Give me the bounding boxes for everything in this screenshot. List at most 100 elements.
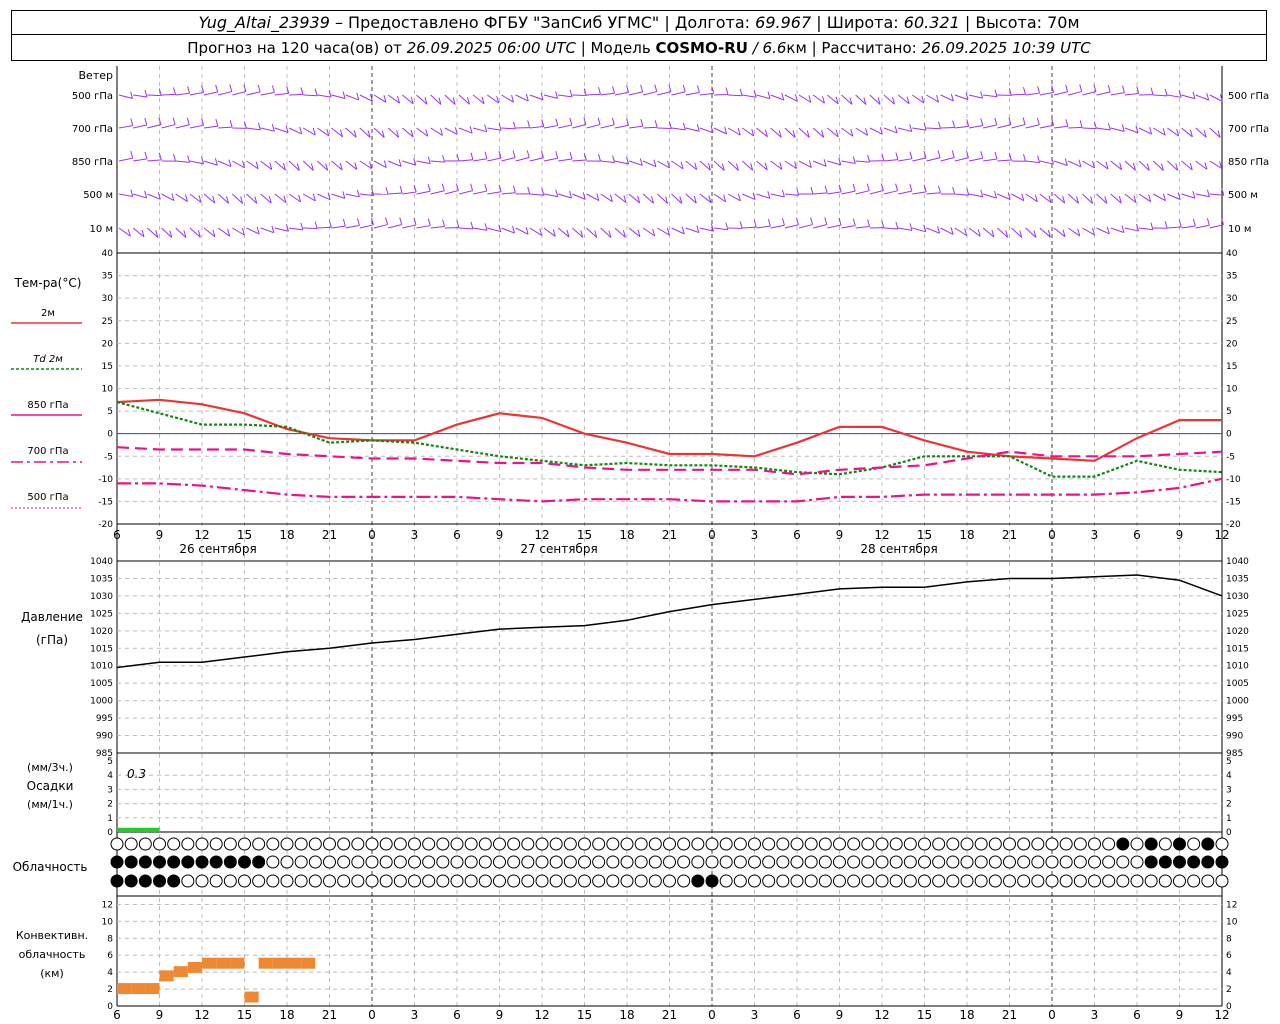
wind-barb <box>741 160 754 171</box>
cloud-cover-circle <box>323 874 336 888</box>
hour-tick-label: 6 <box>453 1008 461 1022</box>
wind-barb-flag <box>1091 160 1095 169</box>
wind-barb <box>628 227 641 238</box>
wind-barb-flag <box>201 118 205 126</box>
cloud-cover-circle <box>847 837 861 851</box>
wind-barb-flag <box>838 217 842 226</box>
cloud-cover-circle <box>733 855 747 869</box>
cloud-cover-circle <box>705 874 719 888</box>
cloud-cover-circle <box>1201 837 1215 851</box>
wind-barb <box>628 125 643 129</box>
y-tick-label: 5 <box>107 757 113 767</box>
wind-barb-flag <box>427 156 431 164</box>
wind-barb-flag <box>821 130 825 138</box>
wind-barb-flag <box>1008 117 1012 125</box>
cloud-cover-circle <box>294 874 308 888</box>
wind-barb-flag <box>186 117 190 125</box>
hour-tick-label: 12 <box>534 528 549 542</box>
wind-barb <box>1167 94 1182 98</box>
wind-barb-flag <box>1051 85 1055 93</box>
wind-barb <box>1209 94 1223 102</box>
hour-tick-label: 6 <box>1133 1008 1141 1022</box>
legend-td-label: Td 2м <box>33 354 63 365</box>
cloud-cover-circle <box>365 837 379 851</box>
hour-tick-label: 18 <box>959 528 974 542</box>
wind-barb-flag <box>240 196 244 204</box>
wind-barb-flag <box>909 223 913 231</box>
hour-tick-label: 9 <box>1176 1008 1184 1022</box>
conv-bar <box>187 961 202 973</box>
wind-barb-flag <box>1062 195 1066 204</box>
wind-barb-flag <box>626 156 629 165</box>
wind-barb-flag <box>285 224 289 232</box>
wind-barb <box>416 160 431 165</box>
wind-barb-flag <box>965 92 969 100</box>
wind-barb-flag <box>187 86 191 94</box>
wind-barb-flag <box>1175 163 1179 171</box>
date-label-28: 28 сентября <box>860 542 937 556</box>
wind-barb-flag <box>751 128 755 137</box>
wind-barb-flag <box>454 127 458 135</box>
wind-barb <box>203 160 218 166</box>
hour-tick-label: 15 <box>917 528 932 542</box>
wind-barb-flag <box>1206 189 1210 197</box>
wind-barb-flag <box>326 128 330 137</box>
cloud-cover-circle <box>748 874 761 888</box>
cloud-cover-circle <box>762 874 776 888</box>
wind-barb <box>1181 160 1193 171</box>
wind-barb-flag <box>626 118 630 126</box>
wind-barb-flag <box>1065 119 1069 127</box>
wind-barb <box>1195 127 1207 138</box>
wind-barb-flag <box>1206 218 1210 226</box>
y-tick-label: 1010 <box>90 662 113 672</box>
y-tick-label: 10 <box>102 917 114 927</box>
wind-barb-flag <box>1121 124 1125 132</box>
wind-barb <box>685 127 700 132</box>
cloud-cover-circle <box>648 855 662 869</box>
wind-barb-flag <box>455 183 459 191</box>
wind-barb-flag <box>1203 130 1207 138</box>
wind-barb-flag <box>438 97 442 105</box>
conv-bar <box>159 970 174 982</box>
wind-level-500hpa: 500 гПа <box>72 91 113 102</box>
wind-barb-flag <box>710 224 714 232</box>
wind-barb <box>883 159 898 162</box>
wind-barb <box>189 227 201 238</box>
wind-barb <box>302 160 314 171</box>
wind-barb <box>487 94 500 104</box>
wind-barb-flag <box>881 220 885 228</box>
wind-barb-flag <box>469 125 473 134</box>
wind-barb <box>1209 224 1224 229</box>
wind-barb-flag <box>608 230 612 238</box>
cloud-cover-circle <box>521 855 535 869</box>
cloud-cover-circle <box>549 837 563 851</box>
wind-barb <box>572 193 586 200</box>
cloud-cover-circle <box>1116 855 1130 869</box>
wind-barb <box>232 91 247 96</box>
wind-barb <box>487 127 502 131</box>
wind-barb-flag <box>555 151 559 159</box>
wind-barb <box>798 160 812 168</box>
wind-barb <box>926 94 939 103</box>
wind-barb <box>1082 227 1095 236</box>
cloud-cover-circle <box>988 855 1002 869</box>
cloud-cover-circle <box>436 855 450 869</box>
wind-barb <box>1181 94 1196 100</box>
y-tick-label: 990 <box>1226 732 1243 742</box>
wind-barb <box>1124 160 1136 171</box>
wind-barb <box>529 125 544 129</box>
wind-barb-flag <box>467 97 470 105</box>
wind-barb <box>387 94 400 104</box>
y-tick-label: 5 <box>107 407 113 417</box>
wind-barb <box>954 227 967 236</box>
pressure-unit: (гПа) <box>36 633 68 647</box>
wind-barb-flag <box>144 117 148 126</box>
wind-barb-flag <box>569 151 573 160</box>
wind-barb <box>1195 160 1208 170</box>
wind-barb-flag <box>354 162 358 170</box>
wind-barb <box>501 192 516 195</box>
wind-barb <box>175 193 188 202</box>
cloud-cover-circle <box>1017 855 1031 869</box>
precip-annotation: 0.3 <box>127 767 146 781</box>
wind-barb <box>543 125 558 129</box>
